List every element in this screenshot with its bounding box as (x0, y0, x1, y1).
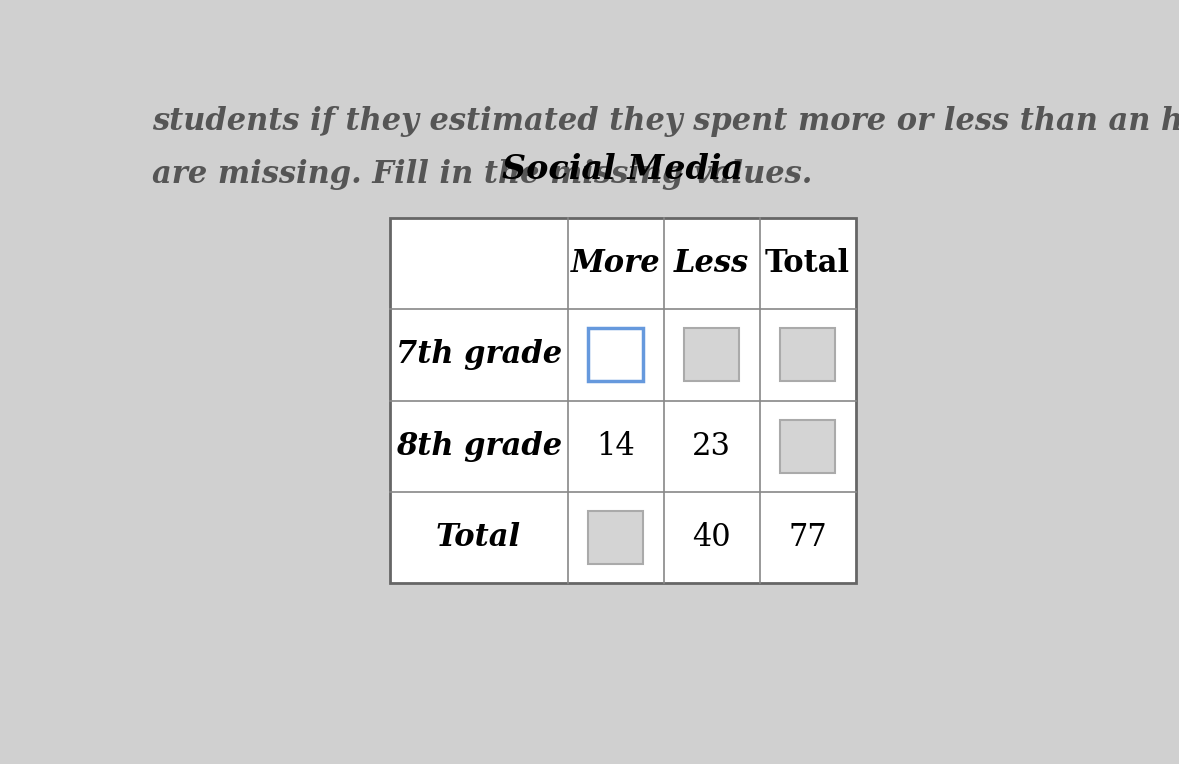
Bar (780, 329, 835, 381)
Text: More: More (571, 248, 660, 280)
Text: Social Media: Social Media (502, 153, 743, 186)
Bar (780, 419, 835, 473)
Bar (588, 329, 643, 381)
Text: 40: 40 (692, 522, 731, 553)
Text: are missing. Fill in the missing values.: are missing. Fill in the missing values. (152, 160, 812, 190)
Text: 77: 77 (789, 522, 826, 553)
Bar (389, 219, 856, 583)
Text: 8th grade: 8th grade (395, 431, 561, 461)
Text: 14: 14 (597, 431, 635, 461)
Bar (684, 329, 739, 381)
Text: Less: Less (674, 248, 749, 280)
Text: students if they estimated they spent more or less than an hour a day on so: students if they estimated they spent mo… (152, 106, 1179, 138)
Bar (588, 511, 643, 564)
Text: Total: Total (436, 522, 521, 553)
Text: Total: Total (765, 248, 850, 280)
Text: 7th grade: 7th grade (395, 339, 561, 371)
Text: 23: 23 (692, 431, 731, 461)
